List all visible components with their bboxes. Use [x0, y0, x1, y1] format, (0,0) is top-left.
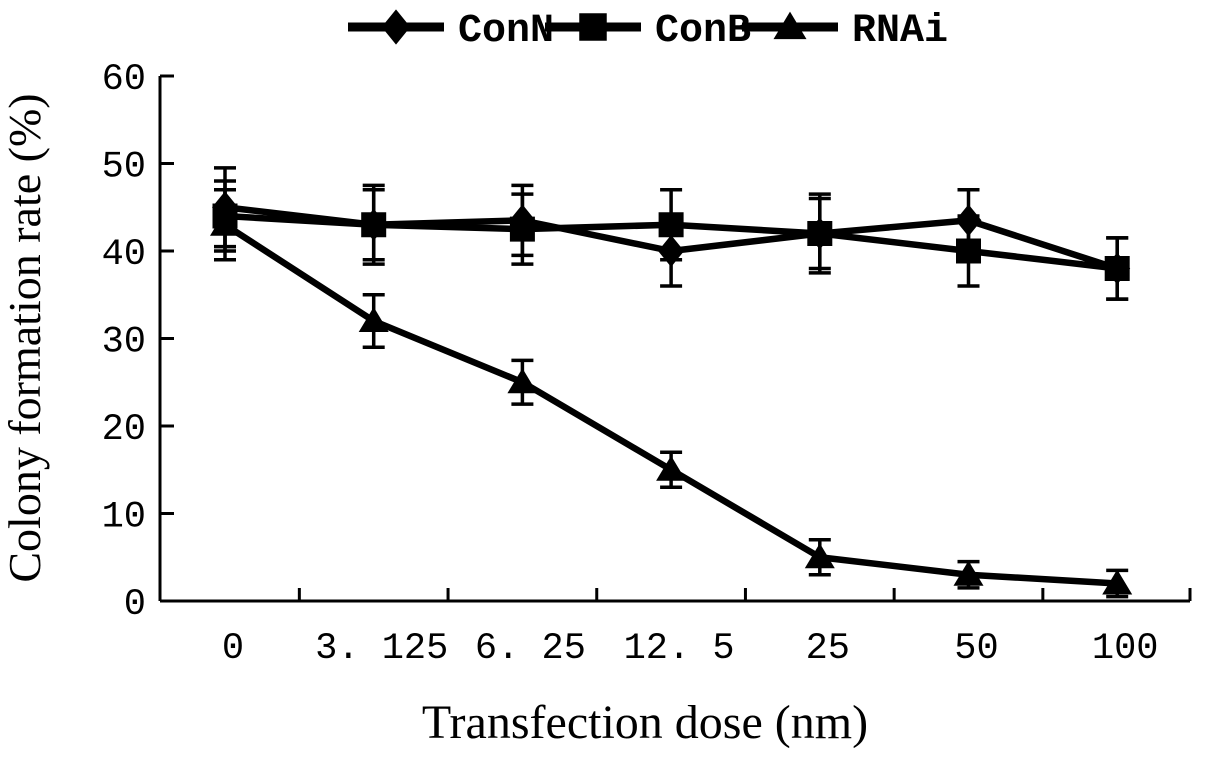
- y-tick-label: 30: [102, 322, 146, 364]
- legend-item-ConB: ConB: [545, 9, 751, 54]
- marker-triangle-icon: [1102, 569, 1133, 595]
- marker-triangle-icon: [210, 210, 240, 236]
- marker-triangle-icon: [773, 11, 807, 40]
- marker-square-icon: [956, 238, 981, 264]
- plot-area: 0 10 20 30 40 50 60 0 3. 125 6. 25 12. 5 25 50 100: [102, 59, 1192, 670]
- x-tick-label: 3. 125: [315, 628, 448, 670]
- marker-square-icon: [579, 13, 607, 41]
- legend-label-ConB: ConB: [655, 9, 751, 54]
- x-tick-label: 12. 5: [624, 628, 735, 670]
- x-tick-label: 50: [954, 628, 998, 670]
- y-tick-label: 60: [102, 59, 146, 101]
- x-tick-label: 6. 25: [475, 628, 586, 670]
- marker-diamond-icon: [381, 9, 411, 45]
- marker-square-icon: [509, 216, 535, 242]
- y-tick-label: 50: [102, 147, 146, 189]
- legend-item-ConN: ConN: [348, 9, 554, 54]
- marker-triangle-icon: [358, 307, 389, 332]
- marker-square-icon: [361, 212, 387, 238]
- marker-square-icon: [807, 221, 833, 246]
- x-tick-label: 100: [1092, 628, 1159, 670]
- y-tick-label: 0: [124, 584, 146, 626]
- marker-triangle-icon: [953, 560, 984, 586]
- legend-label-ConN: ConN: [458, 9, 554, 54]
- marker-square-icon: [658, 212, 684, 238]
- y-tick-label: 20: [102, 409, 146, 451]
- series-ConB: [212, 179, 1130, 301]
- marker-square-icon: [1104, 256, 1130, 281]
- x-axis-title: Transfection dose (nm): [422, 696, 868, 749]
- x-tick-label: 25: [806, 628, 850, 670]
- legend-item-RNAi: RNAi: [742, 9, 948, 54]
- marker-triangle-icon: [656, 455, 687, 481]
- y-tick-label: 40: [102, 234, 146, 276]
- marker-triangle-icon: [804, 543, 835, 569]
- y-axis-title: Colony formation rate (%): [0, 93, 50, 582]
- series-RNAi: [210, 188, 1133, 599]
- x-tick-label: 0: [222, 628, 244, 670]
- legend: ConN ConB RNAi: [348, 9, 948, 54]
- marker-triangle-icon: [507, 368, 538, 394]
- y-tick-label: 10: [102, 497, 146, 539]
- legend-label-RNAi: RNAi: [852, 9, 948, 54]
